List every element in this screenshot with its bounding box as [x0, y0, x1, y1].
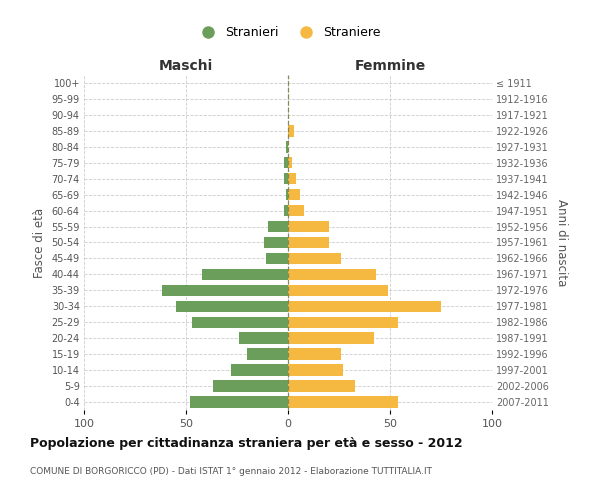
Bar — [247, 348, 288, 360]
Bar — [288, 268, 376, 280]
Bar — [212, 380, 288, 392]
Bar — [176, 300, 288, 312]
Bar — [190, 396, 288, 408]
Bar — [288, 189, 300, 200]
Y-axis label: Fasce di età: Fasce di età — [33, 208, 46, 278]
Bar — [202, 268, 288, 280]
Bar — [284, 205, 288, 216]
Text: Femmine: Femmine — [355, 58, 425, 72]
Text: Popolazione per cittadinanza straniera per età e sesso - 2012: Popolazione per cittadinanza straniera p… — [30, 438, 463, 450]
Bar — [288, 221, 329, 232]
Bar — [231, 364, 288, 376]
Bar — [192, 316, 288, 328]
Bar — [288, 348, 341, 360]
Bar — [284, 157, 288, 168]
Text: COMUNE DI BORGORICCO (PD) - Dati ISTAT 1° gennaio 2012 - Elaborazione TUTTITALIA: COMUNE DI BORGORICCO (PD) - Dati ISTAT 1… — [30, 468, 432, 476]
Bar — [288, 252, 341, 264]
Bar — [288, 125, 294, 136]
Bar — [268, 221, 288, 232]
Bar — [288, 396, 398, 408]
Bar — [288, 173, 296, 184]
Y-axis label: Anni di nascita: Anni di nascita — [554, 199, 568, 286]
Bar — [288, 284, 388, 296]
Bar — [161, 284, 288, 296]
Bar — [288, 332, 374, 344]
Bar — [288, 205, 304, 216]
Bar — [284, 173, 288, 184]
Text: Maschi: Maschi — [159, 58, 213, 72]
Bar — [286, 141, 288, 152]
Bar — [288, 316, 398, 328]
Bar — [288, 380, 355, 392]
Bar — [288, 364, 343, 376]
Bar — [288, 237, 329, 248]
Bar — [263, 237, 288, 248]
Bar — [288, 300, 441, 312]
Legend: Stranieri, Straniere: Stranieri, Straniere — [190, 21, 386, 44]
Bar — [286, 189, 288, 200]
Bar — [239, 332, 288, 344]
Bar — [288, 157, 292, 168]
Bar — [266, 252, 288, 264]
